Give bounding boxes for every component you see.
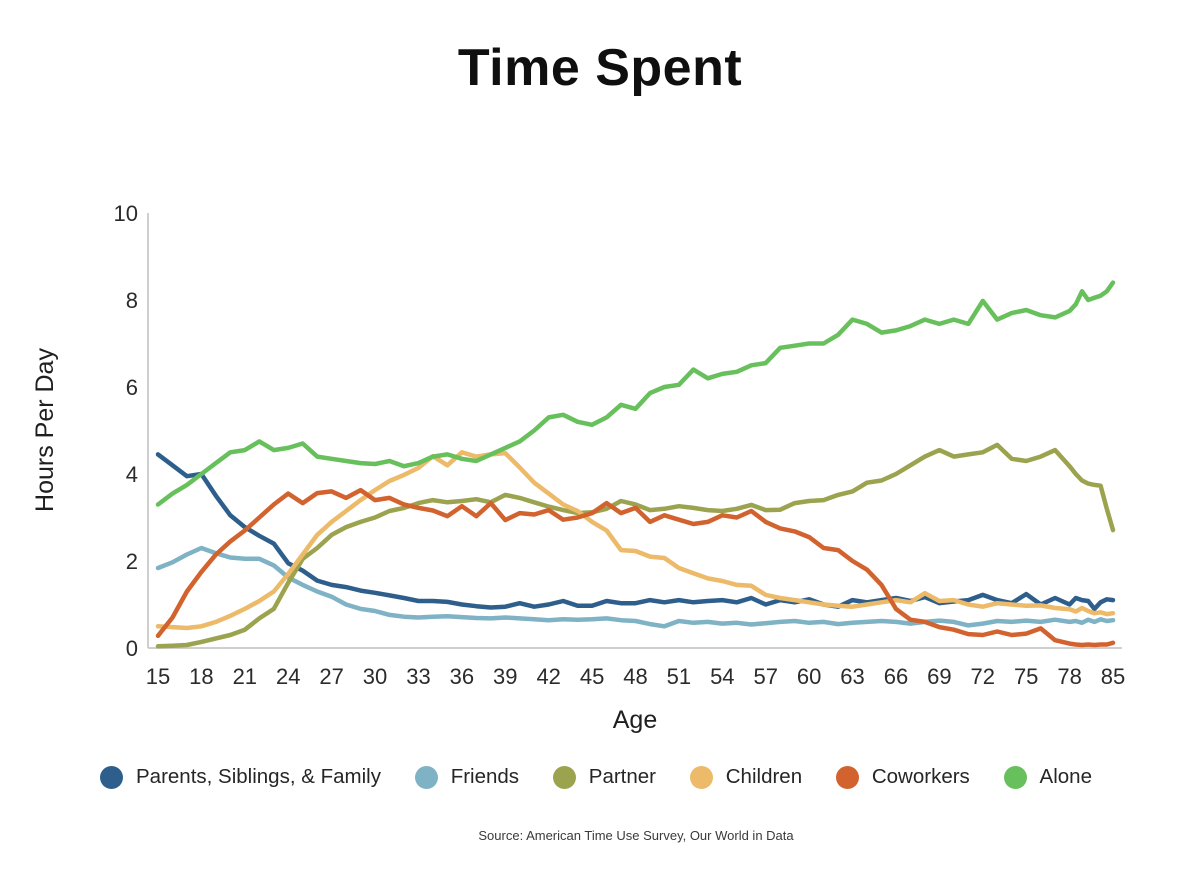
x-tick-label: 54 — [710, 664, 734, 689]
x-tick-label: 45 — [580, 664, 604, 689]
legend-swatch-icon — [1003, 765, 1027, 789]
x-tick-label: 15 — [146, 664, 170, 689]
x-axis-title: Age — [612, 706, 658, 734]
x-tick-label: 63 — [840, 664, 864, 689]
series-line-alone — [155, 280, 1116, 507]
legend-label: Partner — [588, 765, 657, 788]
x-tick-label: 21 — [233, 664, 257, 689]
y-tick-label: 0 — [126, 636, 138, 661]
legend-swatch-icon — [414, 765, 438, 789]
y-tick-label: 2 — [126, 549, 138, 574]
x-tick-label: 27 — [319, 664, 343, 689]
x-tick-label: 36 — [450, 664, 474, 689]
y-tick-label: 10 — [114, 201, 138, 226]
page-title: Time Spent — [457, 39, 743, 97]
legend-item-coworkers: Coworkers — [835, 765, 970, 789]
series-line-coworkers — [155, 487, 1116, 648]
y-tick-label: 4 — [126, 462, 138, 487]
series-line-partner — [155, 442, 1116, 649]
legend-item-partner: Partner — [552, 765, 657, 789]
chart-legend: Parents, Siblings, & Family Friends Part… — [100, 765, 1092, 789]
legend-label: Friends — [450, 765, 520, 788]
source-attribution: Source: American Time Use Survey, Our Wo… — [478, 828, 794, 843]
x-tick-label: 30 — [363, 664, 387, 689]
legend-swatch-icon — [100, 765, 123, 789]
x-tick-label: 42 — [536, 664, 560, 689]
legend-item-family: Parents, Siblings, & Family — [100, 765, 381, 789]
x-tick-label: 57 — [753, 664, 777, 689]
x-tick-label: 48 — [623, 664, 647, 689]
x-tick-label: 24 — [276, 664, 300, 689]
series-line-parents-siblings-family — [155, 452, 1116, 612]
x-tick-label: 51 — [667, 664, 691, 689]
legend-item-friends: Friends — [414, 765, 520, 789]
x-tick-label: 78 — [1057, 664, 1081, 689]
x-tick-label: 33 — [406, 664, 430, 689]
legend-swatch-icon — [835, 765, 859, 789]
series-line-friends — [155, 545, 1116, 629]
legend-label: Parents, Siblings, & Family — [136, 765, 381, 788]
x-tick-label: 72 — [971, 664, 995, 689]
x-tick-label: 66 — [884, 664, 908, 689]
y-tick-label: 8 — [126, 288, 138, 313]
legend-label: Alone — [1039, 765, 1092, 788]
legend-item-children: Children — [689, 765, 803, 789]
y-axis-title: Hours Per Day — [31, 348, 59, 512]
y-tick-label: 6 — [126, 375, 138, 400]
x-tick-label: 39 — [493, 664, 517, 689]
legend-swatch-icon — [689, 765, 713, 789]
x-tick-label: 18 — [189, 664, 213, 689]
legend-swatch-icon — [552, 765, 576, 789]
x-tick-label: 85 — [1101, 664, 1125, 689]
x-tick-label: 69 — [927, 664, 951, 689]
x-tick-label: 60 — [797, 664, 821, 689]
legend-label: Children — [725, 765, 803, 788]
series-line-children — [155, 450, 1116, 631]
legend-label: Coworkers — [871, 765, 970, 788]
x-tick-label: 75 — [1014, 664, 1038, 689]
legend-item-alone: Alone — [1003, 765, 1092, 789]
